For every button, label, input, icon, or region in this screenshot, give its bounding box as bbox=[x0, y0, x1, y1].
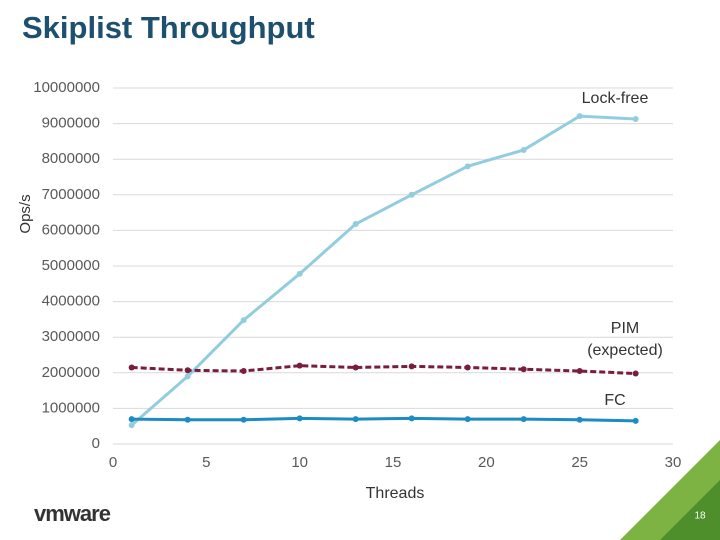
point bbox=[520, 416, 527, 423]
x-tick-label: 25 bbox=[571, 454, 588, 471]
point bbox=[352, 416, 359, 423]
series-line bbox=[130, 114, 636, 427]
y-tick-label: 1000000 bbox=[42, 399, 100, 416]
x-tick-label: 15 bbox=[385, 454, 402, 471]
point bbox=[296, 415, 303, 422]
point bbox=[240, 317, 247, 324]
point bbox=[184, 416, 191, 423]
logo: vmware bbox=[34, 501, 111, 526]
point bbox=[520, 366, 527, 373]
point bbox=[464, 416, 471, 423]
y-tick-label: 3000000 bbox=[42, 328, 100, 345]
point bbox=[296, 270, 303, 277]
legend-label: FC bbox=[604, 392, 626, 409]
x-tick-label: 30 bbox=[665, 454, 682, 471]
x-tick-label: 10 bbox=[291, 454, 308, 471]
y-tick-label: 7000000 bbox=[42, 186, 100, 203]
x-tick-label: 20 bbox=[478, 454, 495, 471]
y-tick-label: 9000000 bbox=[42, 115, 100, 132]
point bbox=[408, 191, 415, 198]
y-axis-title: Ops/s bbox=[17, 194, 34, 233]
point bbox=[128, 422, 135, 429]
point bbox=[520, 146, 527, 153]
point bbox=[240, 368, 247, 375]
point bbox=[128, 416, 135, 423]
y-tick-label: 4000000 bbox=[42, 293, 100, 310]
y-tick-label: 5000000 bbox=[42, 257, 100, 274]
point bbox=[352, 220, 359, 227]
point bbox=[352, 364, 359, 371]
y-tick-label: 8000000 bbox=[42, 150, 100, 167]
point bbox=[408, 363, 415, 370]
point bbox=[184, 373, 191, 380]
x-tick-label: 0 bbox=[109, 454, 117, 471]
y-tick-label: 0 bbox=[92, 435, 100, 452]
chart-title: Skiplist Throughput bbox=[22, 10, 315, 45]
point bbox=[184, 367, 191, 374]
x-axis-title: Threads bbox=[366, 485, 425, 502]
point bbox=[240, 416, 247, 423]
y-tick-label: 2000000 bbox=[42, 364, 100, 381]
point bbox=[632, 115, 639, 122]
point bbox=[632, 370, 639, 377]
point bbox=[464, 364, 471, 371]
point bbox=[464, 163, 471, 170]
series-line bbox=[131, 364, 636, 376]
page-number: 18 bbox=[694, 511, 706, 522]
x-tick-label: 5 bbox=[202, 454, 210, 471]
corner-decor bbox=[660, 480, 720, 540]
y-tick-label: 10000000 bbox=[33, 79, 100, 96]
point bbox=[576, 113, 583, 120]
point bbox=[576, 368, 583, 375]
legend-label: PIM (expected) bbox=[587, 320, 663, 359]
point bbox=[128, 364, 135, 371]
point bbox=[408, 415, 415, 422]
legend-label: Lock-free bbox=[581, 90, 649, 107]
point bbox=[296, 362, 303, 369]
y-tick-label: 6000000 bbox=[42, 221, 100, 238]
point bbox=[576, 416, 583, 423]
point bbox=[632, 417, 639, 424]
series-line bbox=[131, 416, 636, 423]
